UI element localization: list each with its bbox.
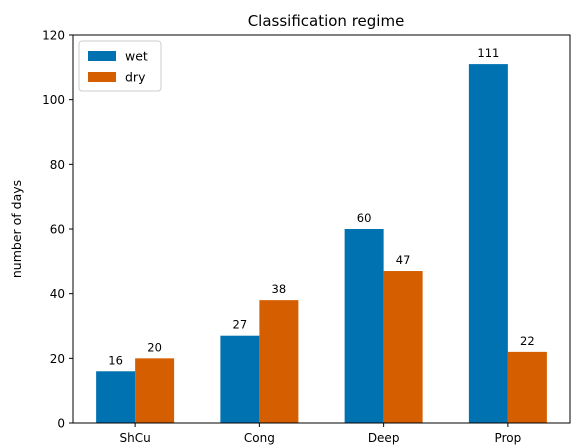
legend: wet dry [78, 40, 162, 92]
y-tick-label: 120 [42, 29, 65, 43]
legend-box [78, 40, 162, 92]
x-tick-label-prop: Prop [495, 431, 522, 445]
data-label-wet-prop: 111 [477, 46, 499, 60]
legend-swatch-wet [88, 51, 116, 61]
bar-wet-cong [220, 335, 260, 423]
y-tick-label: 100 [42, 93, 65, 107]
bar-dry-shcu [135, 358, 175, 423]
y-tick-label: 0 [57, 417, 65, 431]
x-tick-label-deep: Deep [368, 431, 400, 445]
bar-dry-cong [259, 300, 299, 423]
y-tick-label: 20 [50, 352, 65, 366]
legend-label-wet: wet [125, 49, 148, 64]
bar-wet-deep [344, 229, 384, 423]
bar-dry-prop [507, 351, 547, 423]
bar-wet-prop [468, 64, 508, 423]
y-tick-label: 80 [50, 158, 65, 172]
data-label-dry-deep: 47 [396, 253, 411, 267]
data-label-wet-shcu: 16 [108, 353, 123, 367]
data-label-dry-cong: 38 [272, 282, 287, 296]
chart-title: Classification regime [248, 12, 405, 30]
x-tick-label-shcu: ShCu [120, 431, 151, 445]
bar-dry-deep [383, 271, 423, 423]
data-label-wet-deep: 60 [357, 211, 372, 225]
plot-area: 16 20 27 38 60 47 111 22 0 20 40 60 80 100 120 ShCu Cong… [42, 29, 571, 445]
data-label-dry-prop: 22 [520, 334, 535, 348]
legend-label-dry: dry [125, 70, 146, 85]
x-tick-label-cong: Cong [244, 431, 275, 445]
data-label-dry-shcu: 20 [147, 340, 162, 354]
y-tick-label: 40 [50, 287, 65, 301]
bar-wet-shcu [96, 371, 136, 423]
data-label-wet-cong: 27 [233, 318, 248, 332]
legend-swatch-dry [88, 72, 116, 82]
y-axis-label: number of days [9, 180, 24, 278]
y-tick-label: 60 [50, 223, 65, 237]
